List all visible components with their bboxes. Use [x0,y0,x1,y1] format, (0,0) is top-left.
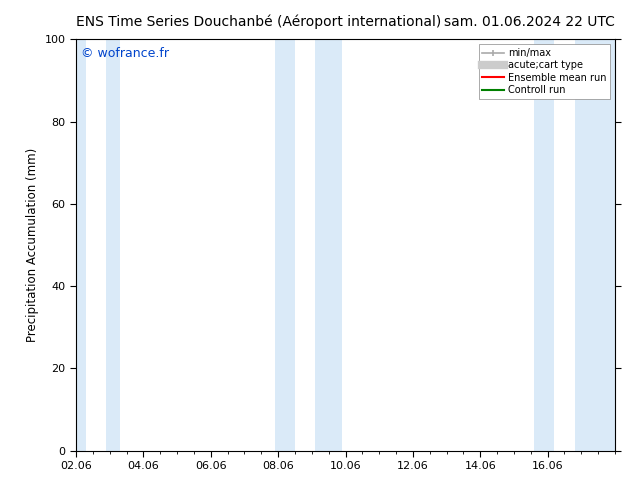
Text: sam. 01.06.2024 22 UTC: sam. 01.06.2024 22 UTC [444,15,615,29]
Bar [534,39,554,451]
Bar [107,39,120,451]
Text: ENS Time Series Douchanbé (Aéroport international): ENS Time Series Douchanbé (Aéroport inte… [76,15,441,29]
Bar [275,39,295,451]
Legend: min/max, acute;cart type, Ensemble mean run, Controll run: min/max, acute;cart type, Ensemble mean … [479,44,610,99]
Bar [315,39,342,451]
Y-axis label: Precipitation Accumulation (mm): Precipitation Accumulation (mm) [26,148,39,342]
Bar [66,39,86,451]
Bar [574,39,625,451]
Text: © wofrance.fr: © wofrance.fr [81,48,169,60]
